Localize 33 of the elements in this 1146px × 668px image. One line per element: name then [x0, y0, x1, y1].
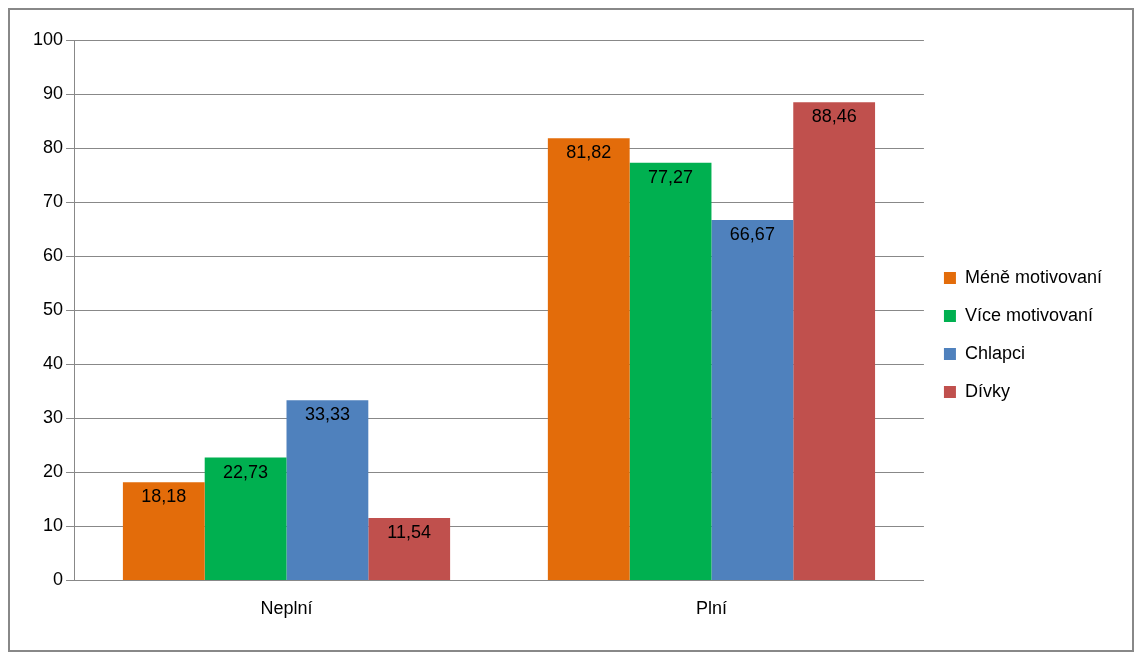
bar [368, 518, 451, 580]
legend-label: Více motivovaní [964, 304, 1093, 325]
bar [793, 102, 876, 580]
legend-label: Méně motivovaní [964, 266, 1103, 287]
legend-label: Dívky [964, 380, 1010, 401]
x-tick-label: Plní [695, 598, 727, 619]
y-tick-label: 30 [43, 407, 64, 428]
y-tick-label: 20 [43, 461, 64, 482]
data-label: 81,82 [566, 142, 612, 163]
data-label: 33,33 [304, 404, 350, 425]
y-tick-label: 100 [32, 28, 64, 49]
y-tick-label: 10 [43, 515, 64, 536]
y-tick-label: 60 [43, 245, 64, 266]
bar [122, 482, 205, 580]
data-label: 77,27 [648, 166, 694, 187]
bar [204, 457, 287, 580]
bar [711, 220, 794, 580]
data-label: 66,67 [729, 224, 775, 245]
data-label: 11,54 [387, 522, 432, 543]
y-tick-label: 80 [43, 137, 64, 158]
data-label: 88,46 [811, 106, 857, 127]
x-tick-label: Neplní [260, 598, 313, 619]
y-tick-label: 0 [53, 569, 64, 590]
y-tick-label: 50 [43, 299, 64, 320]
bar [629, 162, 712, 580]
legend-label: Chlapci [964, 342, 1025, 363]
data-label: 22,73 [223, 461, 269, 482]
bar [286, 400, 369, 580]
y-tick-label: 70 [43, 191, 64, 212]
data-label: 18,18 [141, 486, 187, 507]
y-tick-label: 90 [43, 83, 64, 104]
bar [547, 138, 630, 580]
y-tick-label: 40 [43, 353, 64, 374]
